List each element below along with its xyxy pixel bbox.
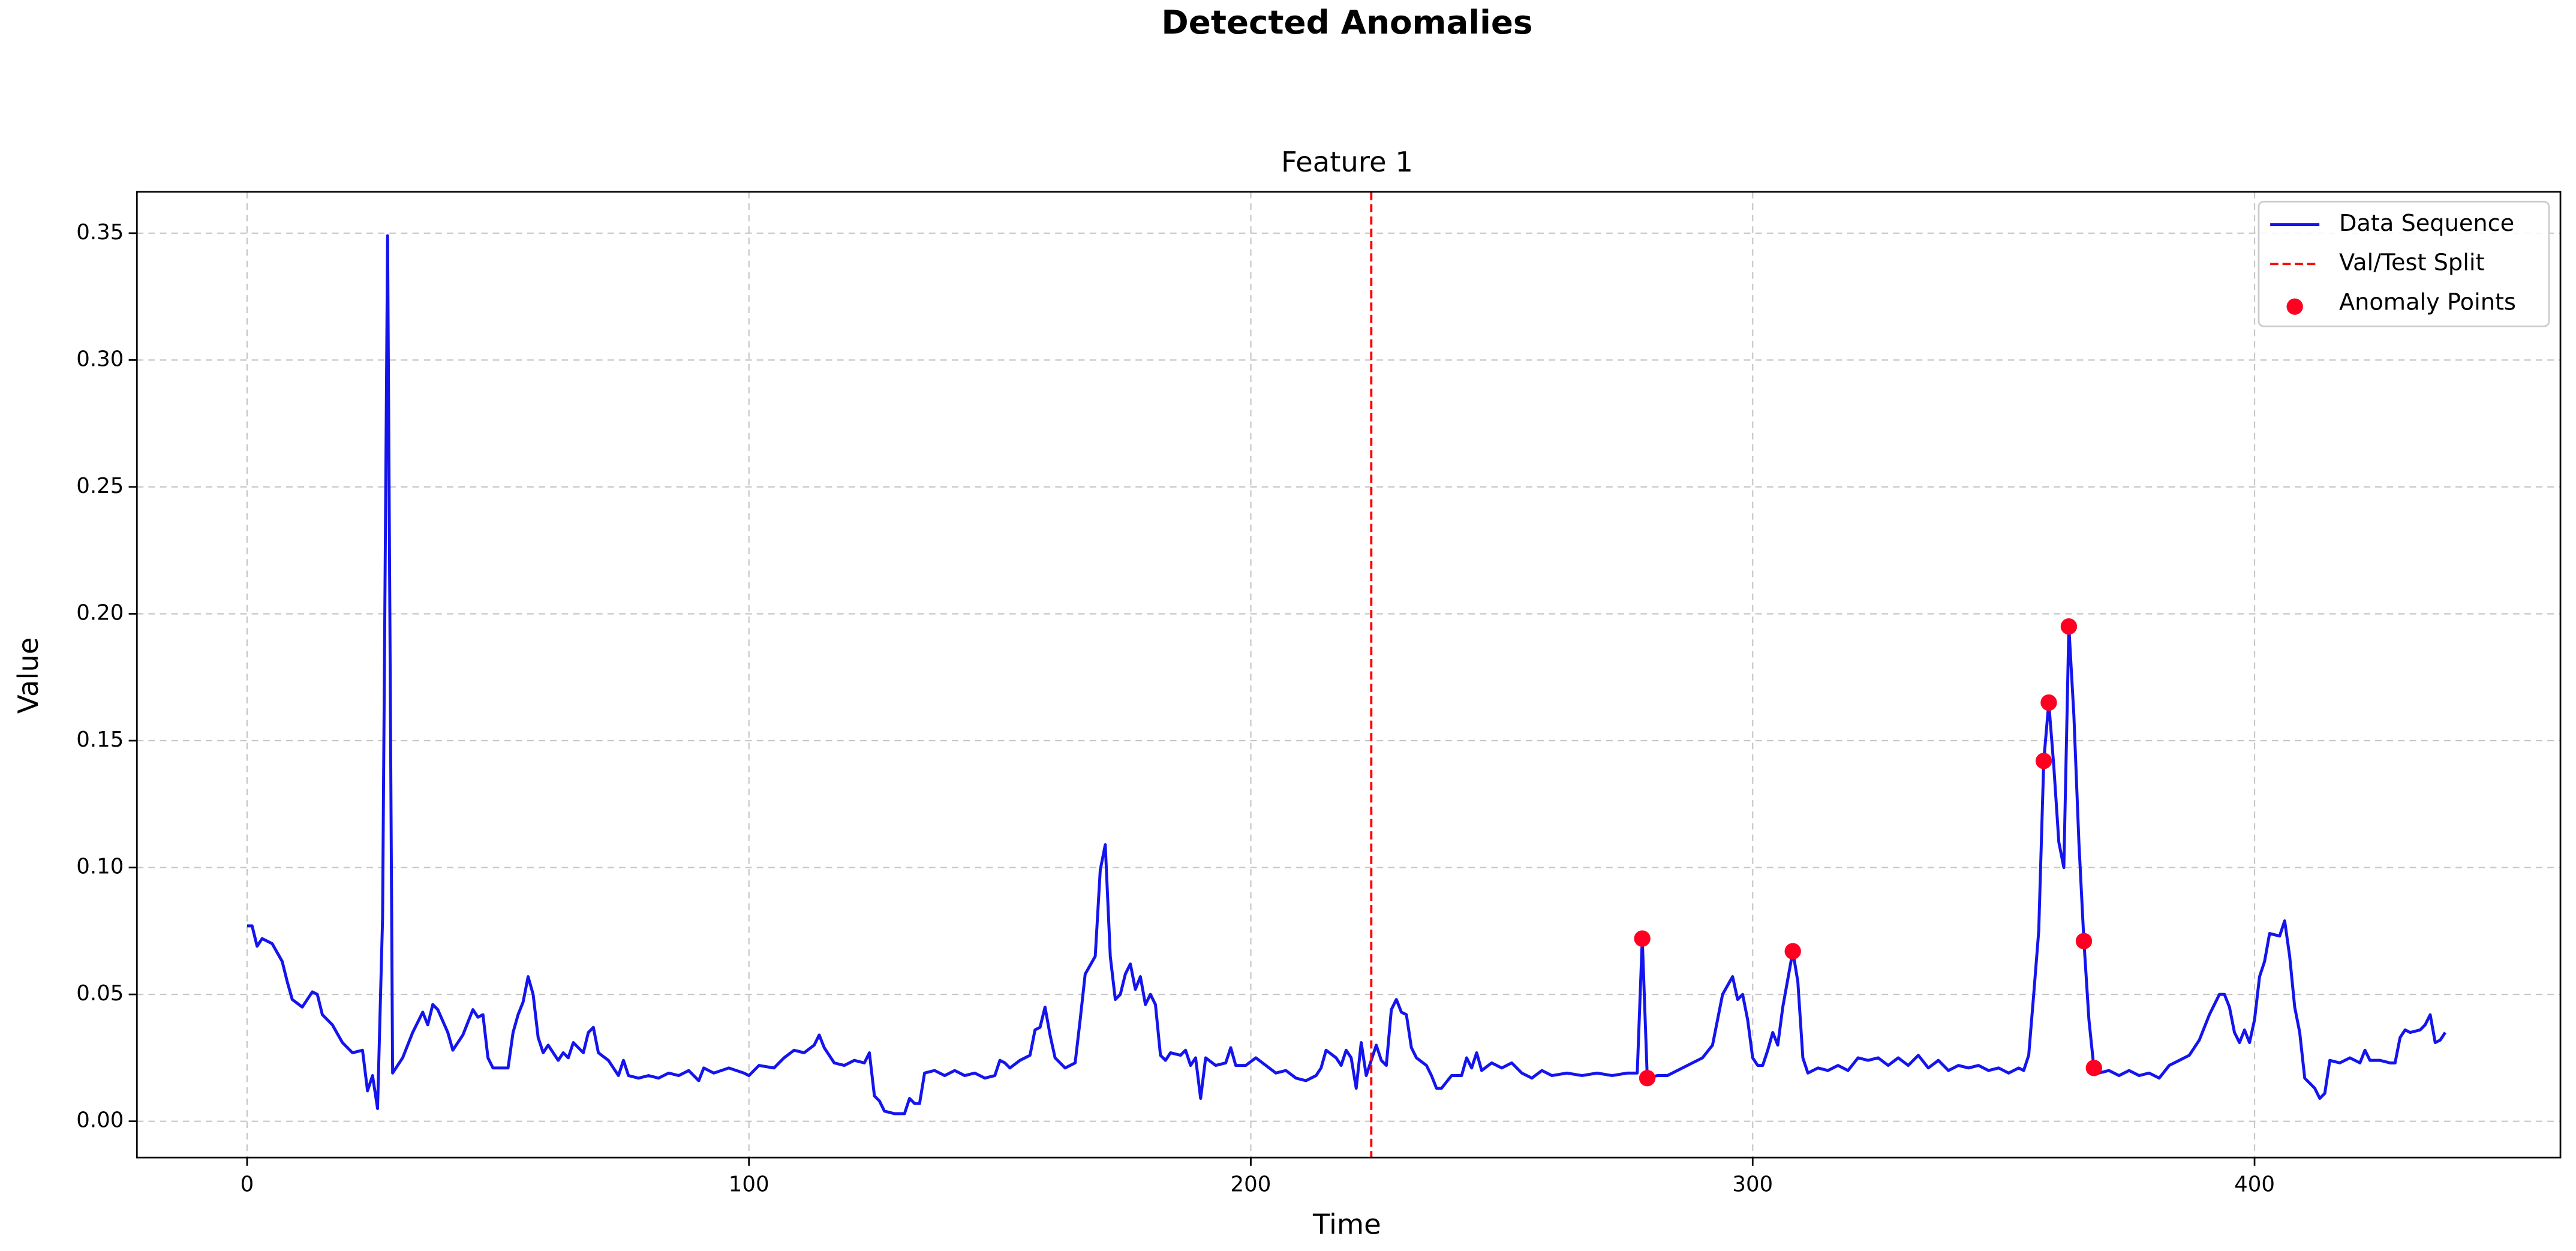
x-tick-label: 100 (729, 1172, 770, 1197)
x-axis-label: Time (1312, 1208, 1381, 1240)
y-tick-label: 0.05 (76, 981, 124, 1006)
y-tick-label: 0.00 (76, 1108, 124, 1133)
anomaly-point (2060, 618, 2078, 635)
x-tick-label: 200 (1231, 1172, 1272, 1197)
plot-frame (136, 191, 2562, 1159)
chart-subtitle: Feature 1 (1281, 146, 1413, 178)
anomaly-point (1639, 1070, 1656, 1087)
y-tick-label: 0.30 (76, 347, 124, 371)
anomaly-point (2035, 753, 2052, 769)
anomaly-point (2075, 933, 2093, 949)
anomaly-point (2085, 1060, 2102, 1076)
anomaly-point (1634, 930, 1651, 947)
legend-box (2258, 200, 2550, 327)
y-tick-label: 0.10 (76, 855, 124, 879)
chart-title: Detected Anomalies (1161, 3, 1532, 41)
y-tick-label: 0.25 (76, 474, 124, 498)
legend-label: Data Sequence (2339, 210, 2514, 237)
x-tick-label: 300 (1732, 1172, 1773, 1197)
anomaly-point (2040, 694, 2057, 711)
x-tick-label: 400 (2234, 1172, 2275, 1197)
y-tick-label: 0.15 (76, 727, 124, 752)
y-axis-label: Value (12, 637, 44, 714)
x-tick-label: 0 (241, 1172, 254, 1197)
legend-swatch (2286, 298, 2303, 315)
legend-label: Val/Test Split (2339, 249, 2485, 276)
legend-label: Anomaly Points (2339, 288, 2516, 315)
anomaly-point (1784, 943, 1801, 960)
y-tick-label: 0.20 (76, 600, 124, 625)
y-tick-label: 0.35 (76, 220, 124, 245)
